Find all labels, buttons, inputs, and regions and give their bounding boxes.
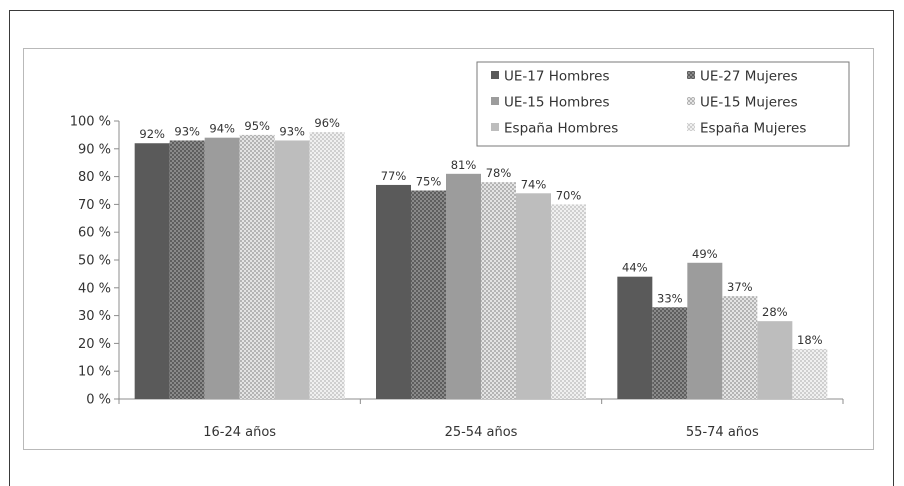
outer-frame <box>9 10 894 486</box>
legend-entry: UE-15 Hombres <box>504 95 609 111</box>
bar <box>204 137 240 399</box>
data-label: 44% <box>622 261 648 275</box>
y-tick-label: 40 % <box>78 281 111 296</box>
y-tick-label: 90 % <box>78 142 111 157</box>
bar <box>274 140 310 399</box>
y-tick-label: 0 % <box>86 393 111 408</box>
legend-swatch <box>687 123 695 131</box>
data-label: 95% <box>244 119 270 133</box>
y-tick-label: 80 % <box>78 170 111 185</box>
bar <box>411 190 446 399</box>
bar <box>617 276 653 399</box>
data-label: 81% <box>451 158 477 172</box>
bar <box>551 204 586 399</box>
legend-swatch <box>491 71 499 79</box>
legend-entry: UE-27 Mujeres <box>700 69 798 85</box>
data-label: 78% <box>486 166 512 180</box>
data-label: 70% <box>556 188 582 202</box>
bar <box>722 296 758 399</box>
data-label: 77% <box>381 169 407 183</box>
data-label: 93% <box>279 124 305 138</box>
bar <box>239 134 275 399</box>
bar <box>446 173 481 399</box>
data-label: 37% <box>727 280 753 294</box>
bar <box>169 140 205 399</box>
data-label: 74% <box>521 177 547 191</box>
legend-entry: UE-17 Hombres <box>504 69 609 85</box>
data-label: 93% <box>174 124 200 138</box>
legend-entry: UE-15 Mujeres <box>700 95 798 111</box>
legend-swatch <box>491 97 499 105</box>
data-label: 33% <box>657 291 683 305</box>
bar <box>687 262 723 399</box>
y-tick-label: 30 % <box>78 309 111 324</box>
data-label: 92% <box>139 127 165 141</box>
bar <box>309 132 345 399</box>
legend-swatch <box>687 97 695 105</box>
y-tick-label: 20 % <box>78 337 111 352</box>
bar <box>134 143 170 399</box>
y-tick-label: 50 % <box>78 254 111 269</box>
category-label: 55-74 años <box>686 425 759 440</box>
category-label: 16-24 años <box>203 425 276 440</box>
data-label: 75% <box>416 175 442 189</box>
bar <box>792 348 828 399</box>
legend-swatch <box>491 123 499 131</box>
bar <box>652 307 688 399</box>
bar <box>757 321 793 399</box>
legend-entry: España Mujeres <box>700 121 806 137</box>
bar <box>481 182 516 399</box>
bar <box>376 184 411 399</box>
data-label: 18% <box>797 333 823 347</box>
category-label: 25-54 años <box>445 425 518 440</box>
axes: 0 % 10 % 20 % 30 % 40 % 50 % 60 % 70 % 80 % 90 % 1… <box>70 115 844 440</box>
data-labels: 92% 93% 94% 95% 93% 96% 77% 75% 81% 78% 74% 70% 44% 3… <box>139 116 822 347</box>
data-label: 96% <box>314 116 340 130</box>
y-tick-label: 10 % <box>78 365 111 380</box>
y-tick-label: 60 % <box>78 226 111 241</box>
y-tick-label: 70 % <box>78 198 111 213</box>
bar <box>516 193 551 399</box>
bars <box>134 132 828 399</box>
legend-swatch <box>687 71 695 79</box>
chart-area-border <box>23 48 874 450</box>
data-label: 49% <box>692 247 718 261</box>
data-label: 94% <box>209 122 235 136</box>
data-label: 28% <box>762 305 788 319</box>
legend-entry: España Hombres <box>504 121 618 137</box>
legend-box <box>476 61 850 147</box>
y-tick-label: 100 % <box>70 115 111 130</box>
legend: UE-17 Hombres UE-27 Mujeres UE-15 Hombres U… <box>476 61 850 147</box>
